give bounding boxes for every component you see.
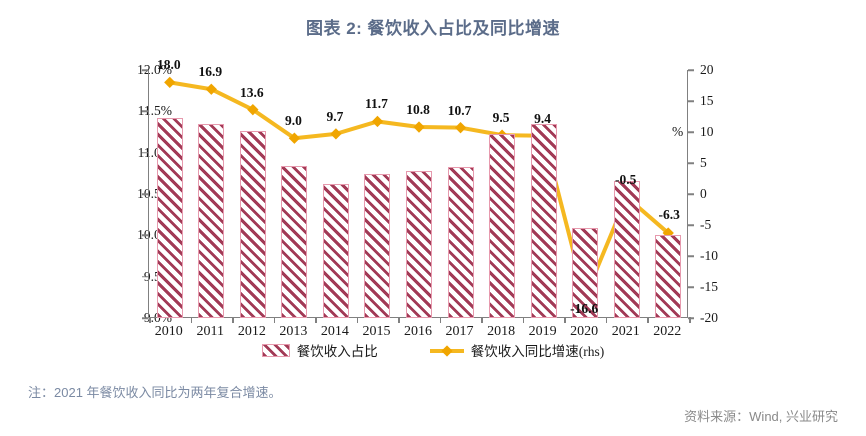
x-axis-tick-label: 2016 (404, 324, 432, 339)
x-axis-tick-label: 2020 (570, 324, 599, 339)
data-label-2018: 9.5 (492, 110, 510, 126)
x-axis-tick-label: 2014 (320, 324, 349, 339)
bar-2010 (156, 117, 183, 318)
y-axis-tick-mark (142, 275, 148, 278)
line-marker-2012 (247, 104, 259, 116)
bar-2021 (613, 180, 640, 318)
y2-axis-tick-label: -10 (700, 248, 718, 263)
y2-axis-tick-mark (688, 286, 694, 288)
data-label-2015: 11.7 (365, 96, 388, 112)
y-axis-tick-mark (142, 317, 148, 319)
bar-2014 (322, 184, 349, 318)
x-axis-tick-label: 2021 (611, 324, 640, 339)
data-label-2016: 10.8 (406, 102, 430, 118)
y2-axis-tick-label: 0 (700, 186, 707, 201)
y2-axis-tick-mark (688, 162, 694, 164)
data-label-2019: 9.4 (534, 110, 552, 126)
y2-axis-tick-mark (688, 255, 694, 257)
y2-axis-tick-label: 10 (700, 124, 714, 139)
x-axis-tick-label: 2013 (279, 324, 308, 339)
data-label-2021: -0.5 (615, 172, 637, 188)
y2-axis-tick-mark (688, 193, 694, 195)
chart-plot-wrapper: % 9.0%9.5%10.0%10.5%11.0%11.5%12.0%-20-1… (0, 52, 866, 339)
x-axis-tick-mark (522, 317, 525, 323)
y2-axis-tick-label: 5 (700, 155, 707, 170)
y2-axis-tick-mark (688, 131, 694, 133)
y2-axis-tick-label: -15 (700, 279, 718, 294)
x-axis-tick-mark (356, 317, 359, 323)
legend-label-line: 餐饮收入同比增速(rhs) (470, 344, 605, 359)
legend-item-line[interactable]: 餐饮收入同比增速(rhs) (429, 340, 605, 360)
y2-axis-tick-mark (688, 69, 694, 71)
y-axis-tick-mark (142, 151, 148, 154)
data-label-2013: 9.0 (284, 113, 302, 129)
y2-axis-tick-label: 15 (700, 93, 714, 108)
bar-swatch-icon (261, 343, 290, 357)
data-label-2014: 9.7 (326, 108, 344, 124)
chart-source: 资料来源：Wind, 兴业研究 (684, 409, 838, 424)
x-axis-tick-label: 2022 (653, 324, 682, 339)
y2-axis-tick-mark (688, 317, 694, 319)
x-axis-tick-mark (439, 317, 442, 323)
y2-axis-tick-label: -5 (700, 217, 712, 232)
data-label-2022: -6.3 (658, 207, 680, 223)
x-axis-tick-mark (564, 317, 566, 323)
x-axis-tick-label: 2015 (362, 324, 391, 339)
line-marker-2017 (454, 122, 467, 134)
y-axis-tick-mark (142, 234, 148, 237)
x-axis-tick-mark (481, 317, 483, 323)
line-marker-2010 (164, 76, 176, 89)
data-label-2017: 10.7 (447, 102, 472, 118)
bar-2019 (530, 123, 557, 318)
data-label-2012: 13.6 (240, 84, 264, 100)
data-label-2010: 18.0 (156, 57, 181, 73)
y-axis-tick-mark (142, 110, 148, 113)
right-axis-unit-label: % (672, 124, 684, 139)
line-marker-2014 (330, 128, 342, 140)
bar-2011 (198, 123, 225, 318)
bar-2018 (489, 133, 516, 318)
y-axis-tick-label: 11.5% (137, 103, 172, 119)
y2-axis-tick-mark (688, 100, 694, 102)
line-swatch-icon (429, 343, 464, 357)
bar-2012 (239, 131, 266, 318)
data-label-2011: 16.9 (198, 64, 223, 80)
data-label-2020: -16.6 (570, 300, 599, 316)
chart-title: 图表 2: 餐饮收入占比及同比增速 (305, 19, 561, 38)
line-marker-2016 (413, 121, 425, 133)
y2-axis-tick-label: 20 (700, 62, 714, 77)
x-axis-tick-mark (273, 317, 276, 323)
bar-2022 (655, 235, 682, 318)
plot-area (148, 70, 691, 323)
x-axis-tick-mark (315, 317, 317, 323)
x-axis-tick-label: 2011 (196, 324, 225, 339)
bar-2015 (364, 174, 391, 318)
x-axis-tick-mark (647, 317, 649, 323)
x-axis-tick-label: 2019 (528, 324, 557, 339)
chart-legend: 餐饮收入占比 餐饮收入同比增速(rhs) (0, 340, 866, 360)
chart-note: 注：2021 年餐饮收入同比为两年复合增速。 (28, 385, 282, 400)
x-axis-tick-mark (149, 317, 151, 323)
bar-2020 (572, 227, 599, 318)
legend-label-bar: 餐饮收入占比 (296, 344, 378, 359)
x-axis-tick-mark (398, 317, 400, 323)
y-axis-tick-mark (142, 69, 148, 71)
x-axis-tick-label: 2018 (487, 324, 516, 339)
y2-axis-tick-mark (688, 224, 694, 226)
x-axis-tick-mark (232, 317, 234, 323)
line-marker-2015 (371, 115, 384, 128)
x-axis-tick-mark (689, 317, 691, 323)
legend-item-bar[interactable]: 餐饮收入占比 (261, 340, 378, 360)
bar-2016 (406, 170, 432, 318)
x-axis-tick-label: 2010 (154, 324, 183, 339)
y-axis-tick-mark (142, 193, 148, 195)
x-axis-tick-mark (190, 317, 193, 323)
bar-2013 (281, 165, 308, 318)
x-axis-tick-mark (605, 317, 608, 323)
y-axis-tick-label: 12.0% (137, 62, 172, 77)
x-axis-tick-label: 2012 (237, 324, 266, 339)
x-axis-tick-label: 2017 (445, 324, 474, 339)
bar-2017 (447, 166, 474, 318)
y2-axis-tick-label: -20 (700, 310, 718, 325)
